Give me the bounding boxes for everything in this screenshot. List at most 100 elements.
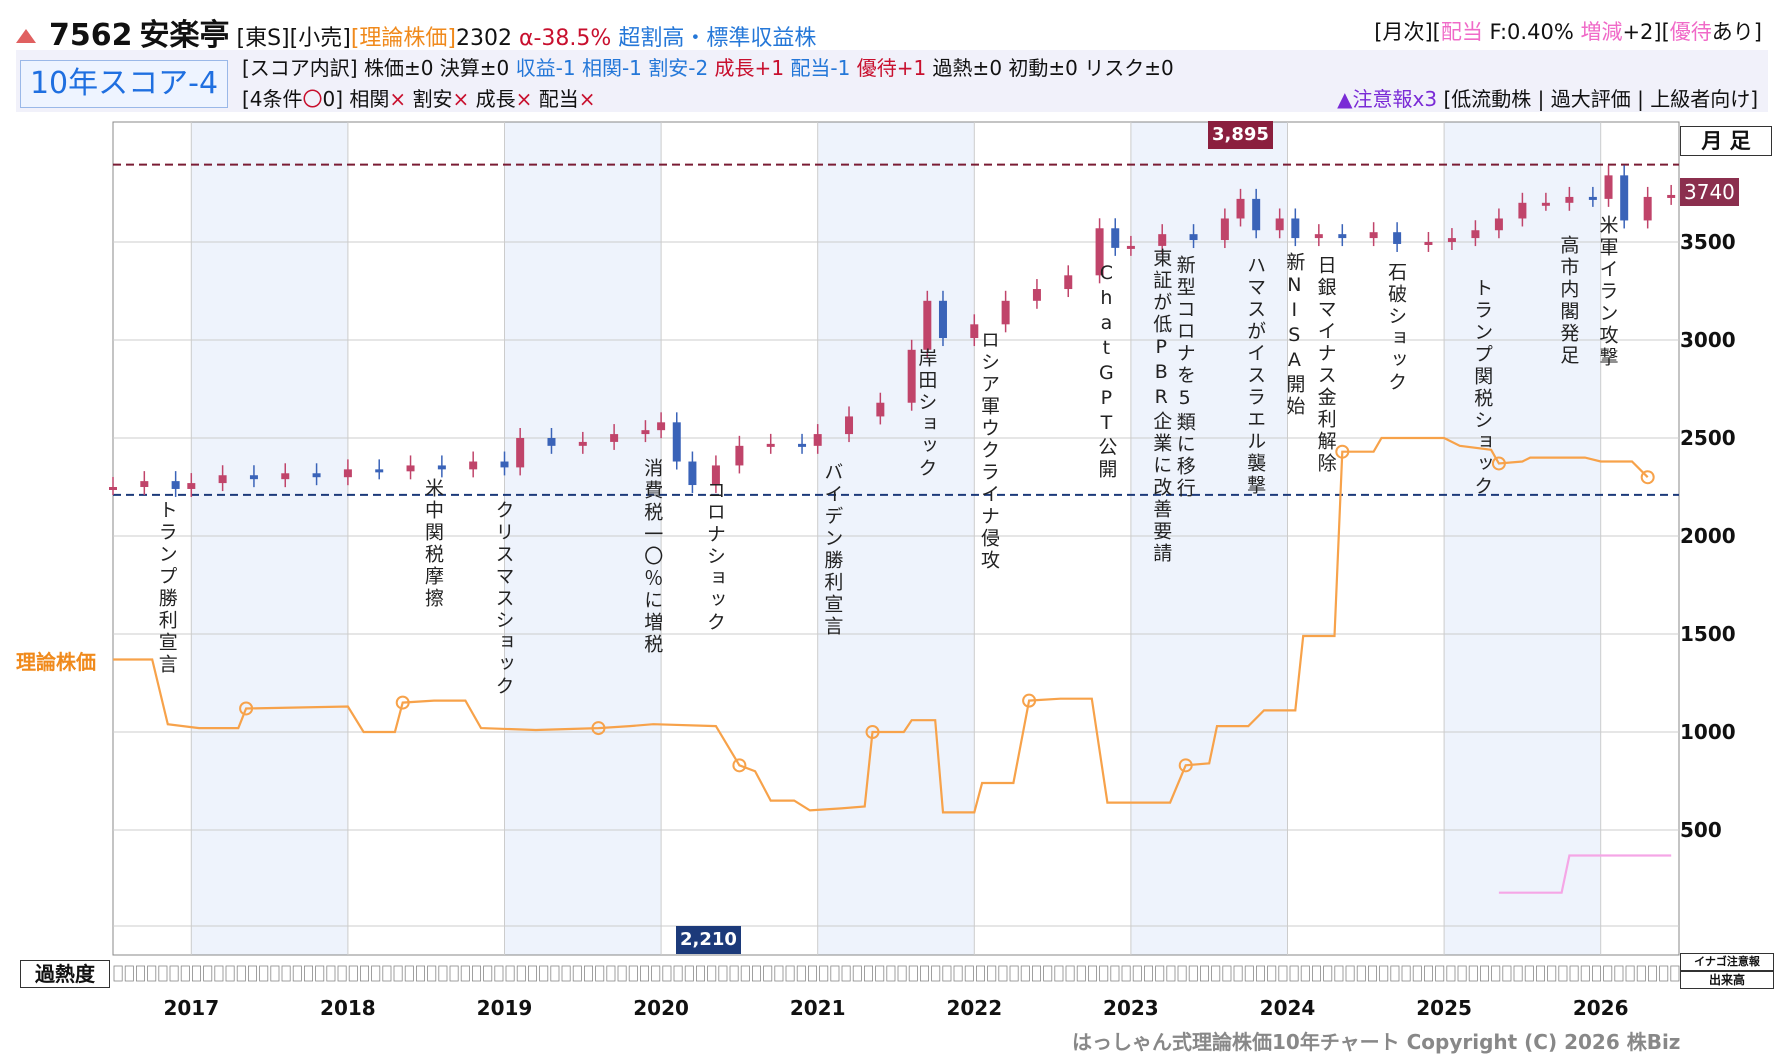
year-band-2019: [504, 122, 662, 955]
overheat-cell: [1289, 965, 1299, 982]
candle-body: [281, 473, 290, 480]
plot-frame: [112, 121, 1680, 956]
candle-body: [1565, 196, 1574, 203]
overheat-cell: [225, 965, 235, 982]
x-tick-2021: 2021: [789, 996, 846, 1020]
high-price-tag: 3,895: [1208, 121, 1273, 149]
overheat-cell: [1659, 965, 1669, 982]
verdict-text: 超割高・標準収益株: [618, 26, 817, 51]
candle-body: [1494, 218, 1503, 231]
event-annotation: 日銀マイナス金利解除: [1314, 255, 1337, 475]
candle-body: [140, 481, 149, 487]
candle-body: [1643, 196, 1652, 221]
candle-body: [1424, 242, 1433, 245]
y-tick-3000: 3000: [1680, 328, 1736, 352]
candle-body: [1189, 234, 1198, 241]
candle-body: [1314, 234, 1323, 239]
overheat-cell: [908, 965, 918, 982]
overheat-cell: [1188, 965, 1198, 982]
overheat-cell: [1524, 965, 1534, 982]
overheat-cell: [539, 965, 549, 982]
volume-label: 出来高: [1680, 971, 1774, 989]
overheat-cell: [1435, 965, 1445, 982]
overheat-cell: [819, 965, 829, 982]
candle-body: [187, 483, 196, 489]
overheat-cell: [1480, 965, 1490, 982]
overheat-cell: [1592, 965, 1602, 982]
event-annotation: バイデン勝利宣言: [821, 462, 844, 638]
overheat-cell: [1345, 965, 1355, 982]
overheat-cell: [214, 965, 224, 982]
f-value: F:0.40%: [1482, 20, 1581, 44]
theory-price-line: [113, 436, 1649, 814]
candle-body: [672, 422, 681, 462]
x-tick-2022: 2022: [946, 996, 1003, 1020]
candle-body: [218, 475, 227, 484]
candle-body: [500, 461, 509, 468]
x-tick-2026: 2026: [1572, 996, 1629, 1020]
yutai-value: あり]: [1711, 20, 1762, 44]
overheat-cell: [1648, 965, 1658, 982]
candle-body: [923, 300, 932, 350]
event-annotation: ロシア軍ウクライナ侵攻: [977, 330, 1000, 572]
overheat-cell: [785, 965, 795, 982]
overheat-cell: [1088, 965, 1098, 982]
y-tick-1500: 1500: [1680, 622, 1736, 646]
overheat-cell: [404, 965, 414, 982]
candle-body: [578, 441, 587, 446]
event-annotation: 東証が低PBR企業に改善要請: [1150, 248, 1173, 565]
overheat-cell: [662, 965, 672, 982]
dividend-tag: 配当: [1440, 20, 1483, 44]
overheat-cell: [315, 965, 325, 982]
candle-body: [798, 443, 807, 447]
candle-body: [343, 469, 352, 478]
overheat-label: 過熱度: [20, 960, 110, 988]
overheat-cell: [1144, 965, 1154, 982]
overheat-cell: [359, 965, 369, 982]
event-annotation: コロナショック: [703, 480, 726, 634]
event-annotation: 新型コロナを5類に移行: [1173, 255, 1196, 500]
overheat-cell: [1300, 965, 1310, 982]
overheat-cell: [1312, 965, 1322, 982]
header-right: [月次][配当 F:0.40% 増減+2][優待あり]: [1374, 16, 1762, 46]
overheat-cell: [303, 965, 313, 982]
overheat-cell: [124, 965, 134, 982]
candle-body: [1541, 202, 1550, 206]
overheat-cell: [494, 965, 504, 982]
overheat-cell: [1670, 965, 1680, 982]
overheat-cell: [483, 965, 493, 982]
overheat-cell: [516, 965, 526, 982]
overheat-cell: [1065, 965, 1075, 982]
candle-body: [171, 481, 180, 489]
four-conditions: [4条件〇0] 相関× 割安× 成長× 配当×: [242, 87, 596, 111]
x-tick-2017: 2017: [163, 996, 220, 1020]
candle-body: [1667, 194, 1676, 198]
theory-marker: [1178, 758, 1193, 773]
overheat-cell: [752, 965, 762, 982]
overheat-cell: [763, 965, 773, 982]
overheat-cell: [438, 965, 448, 982]
candle-body: [1471, 230, 1480, 239]
overheat-cell: [707, 965, 717, 982]
dividend-line: [1498, 854, 1672, 894]
overheat-cell: [673, 965, 683, 982]
overheat-cell: [1636, 965, 1646, 982]
candle-body: [1111, 228, 1120, 248]
overheat-cell: [987, 965, 997, 982]
y-tick-2500: 2500: [1680, 426, 1736, 450]
overheat-cell: [931, 965, 941, 982]
overheat-cell: [550, 965, 560, 982]
monthly-label: 月 足: [1680, 126, 1772, 156]
overheat-cell: [1446, 965, 1456, 982]
inago-label: イナゴ注意報: [1680, 953, 1774, 971]
overheat-cell: [1323, 965, 1333, 982]
overheat-cell: [337, 965, 347, 982]
overheat-cell: [640, 965, 650, 982]
event-annotation: 米軍イラン攻撃: [1596, 215, 1619, 369]
x-tick-2023: 2023: [1103, 996, 1159, 1020]
candle-body: [688, 461, 697, 486]
overheat-cell: [270, 965, 280, 982]
last-price-tag: 3740: [1680, 178, 1739, 206]
event-annotation: トランプ勝利宣言: [155, 500, 178, 676]
overheat-cell: [1390, 965, 1400, 982]
